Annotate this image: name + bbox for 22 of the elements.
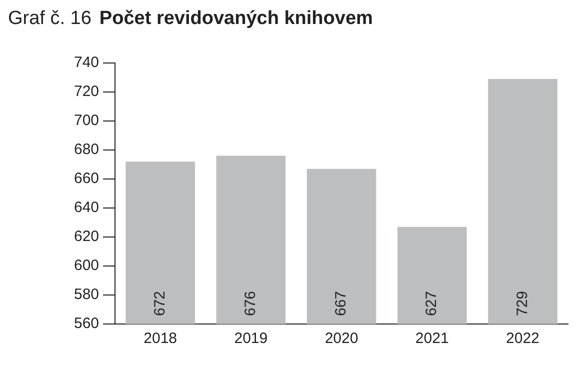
x-tick-label: 2019 [234, 330, 268, 348]
chart-title: Počet revidovaných knihovem [99, 8, 373, 29]
x-tick-label: 2018 [144, 330, 178, 348]
y-tick-label: 640 [74, 199, 100, 216]
data-label: 729 [514, 290, 531, 316]
x-tick-label: 2020 [324, 330, 358, 348]
y-tick-label: 700 [74, 112, 100, 130]
y-tick-label: 620 [74, 228, 100, 246]
data-label: 627 [423, 290, 440, 316]
x-tick-label: 2022 [506, 330, 540, 348]
data-label: 667 [332, 290, 350, 316]
data-label: 676 [242, 290, 260, 316]
y-tick-label: 720 [74, 83, 100, 100]
data-label: 672 [151, 290, 168, 316]
x-tick-label: 2021 [415, 330, 449, 348]
y-tick-label: 660 [74, 170, 100, 188]
y-tick-label: 600 [74, 257, 100, 274]
y-tick-label: 680 [74, 141, 100, 158]
y-tick-label: 740 [74, 54, 100, 72]
text: Graf č. 16 [8, 8, 92, 29]
y-tick-label: 560 [74, 315, 100, 332]
y-tick-label: 580 [74, 286, 100, 304]
